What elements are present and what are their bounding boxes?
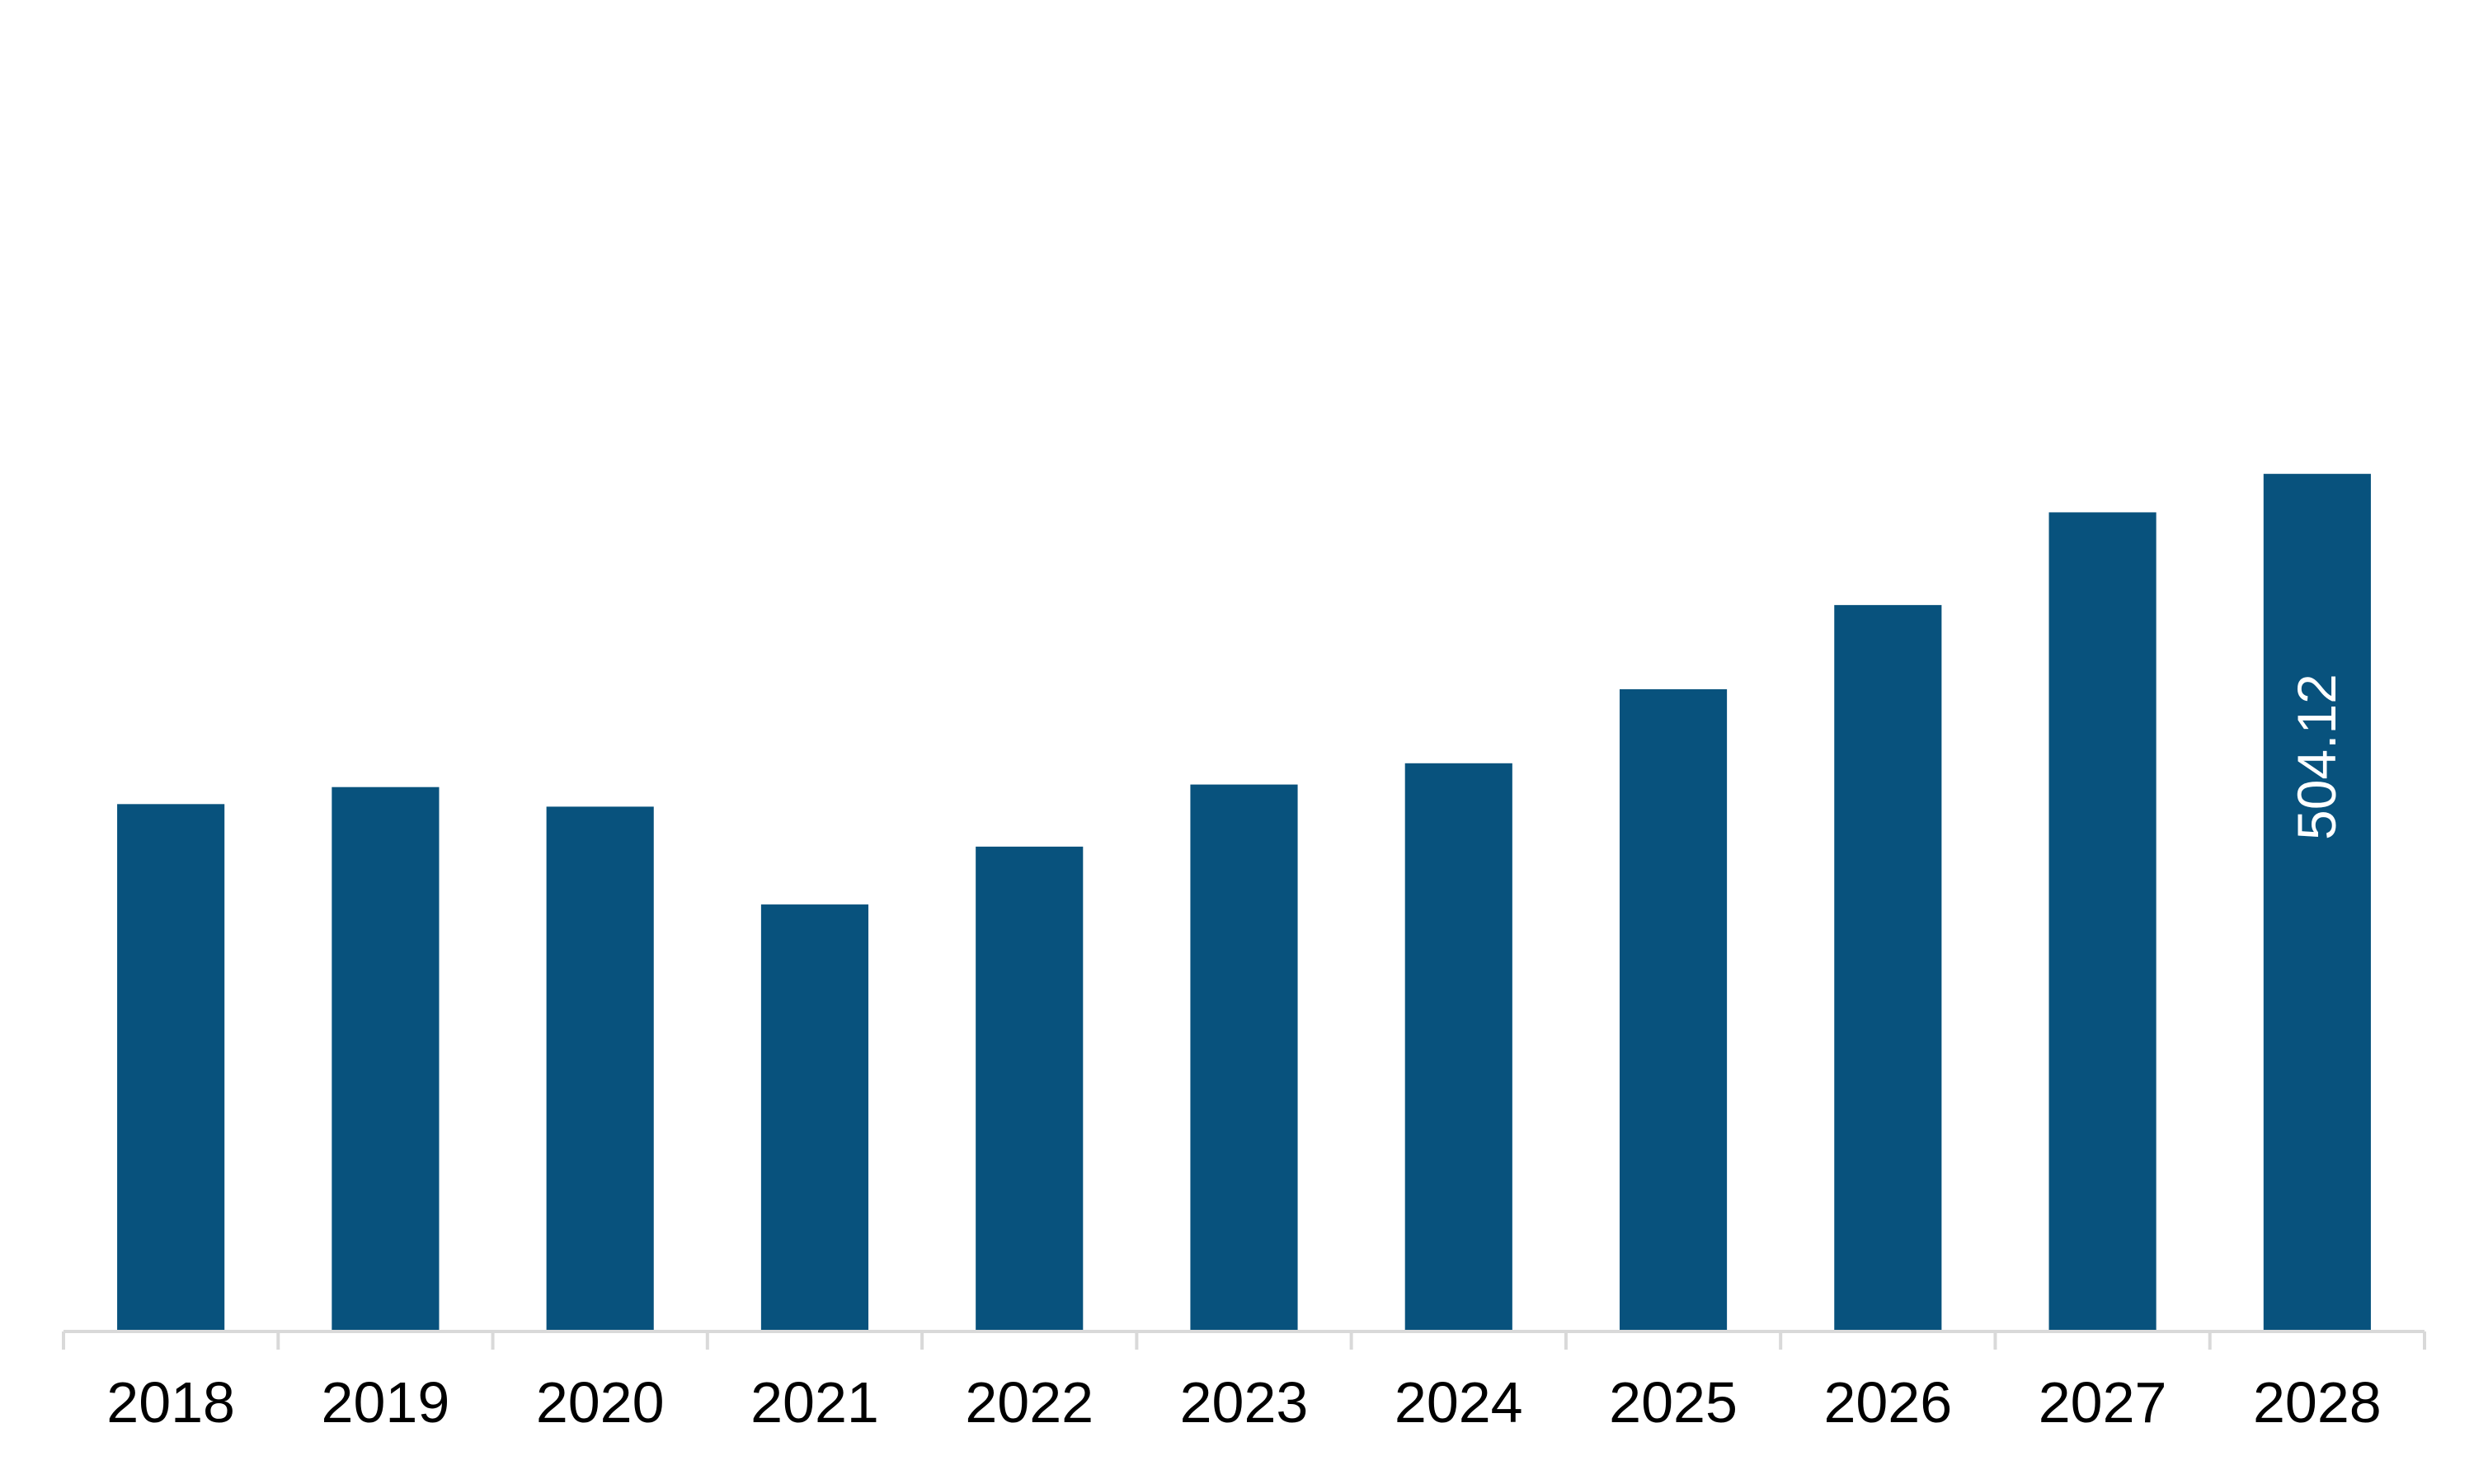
x-tick-label-2026: 2026 bbox=[1823, 1370, 1952, 1435]
bar-2019 bbox=[332, 787, 440, 1331]
x-tick-label-2024: 2024 bbox=[1395, 1370, 1523, 1435]
x-tick-label-2018: 2018 bbox=[106, 1370, 235, 1435]
bar-2025 bbox=[1619, 689, 1728, 1331]
x-tick-label-2019: 2019 bbox=[322, 1370, 450, 1435]
bar-2024 bbox=[1404, 763, 1512, 1331]
bar-2028 bbox=[2263, 473, 2371, 1331]
x-axis bbox=[62, 1330, 2426, 1350]
bar-2026 bbox=[1834, 604, 1942, 1331]
labels-group: 2018 2019 2020 2021 2022 2023 2024 2025 2026 2027… bbox=[106, 674, 2381, 1435]
data-label-2028: 504.12 bbox=[2286, 674, 2347, 840]
bar-2021 bbox=[760, 904, 869, 1331]
bar-2022 bbox=[976, 846, 1084, 1331]
x-tick-label-2022: 2022 bbox=[965, 1370, 1094, 1435]
bar-2027 bbox=[2048, 512, 2157, 1331]
x-tick-label-2020: 2020 bbox=[536, 1370, 665, 1435]
bar-2018 bbox=[117, 804, 225, 1331]
x-tick-label-2023: 2023 bbox=[1180, 1370, 1309, 1435]
x-tick-label-2025: 2025 bbox=[1609, 1370, 1738, 1435]
bar-2020 bbox=[546, 806, 654, 1331]
x-tick-label-2027: 2027 bbox=[2039, 1370, 2167, 1435]
x-tick-label-2028: 2028 bbox=[2253, 1370, 2382, 1435]
bars-group bbox=[117, 473, 2371, 1331]
x-tick-label-2021: 2021 bbox=[750, 1370, 879, 1435]
bar-2023 bbox=[1190, 784, 1298, 1331]
